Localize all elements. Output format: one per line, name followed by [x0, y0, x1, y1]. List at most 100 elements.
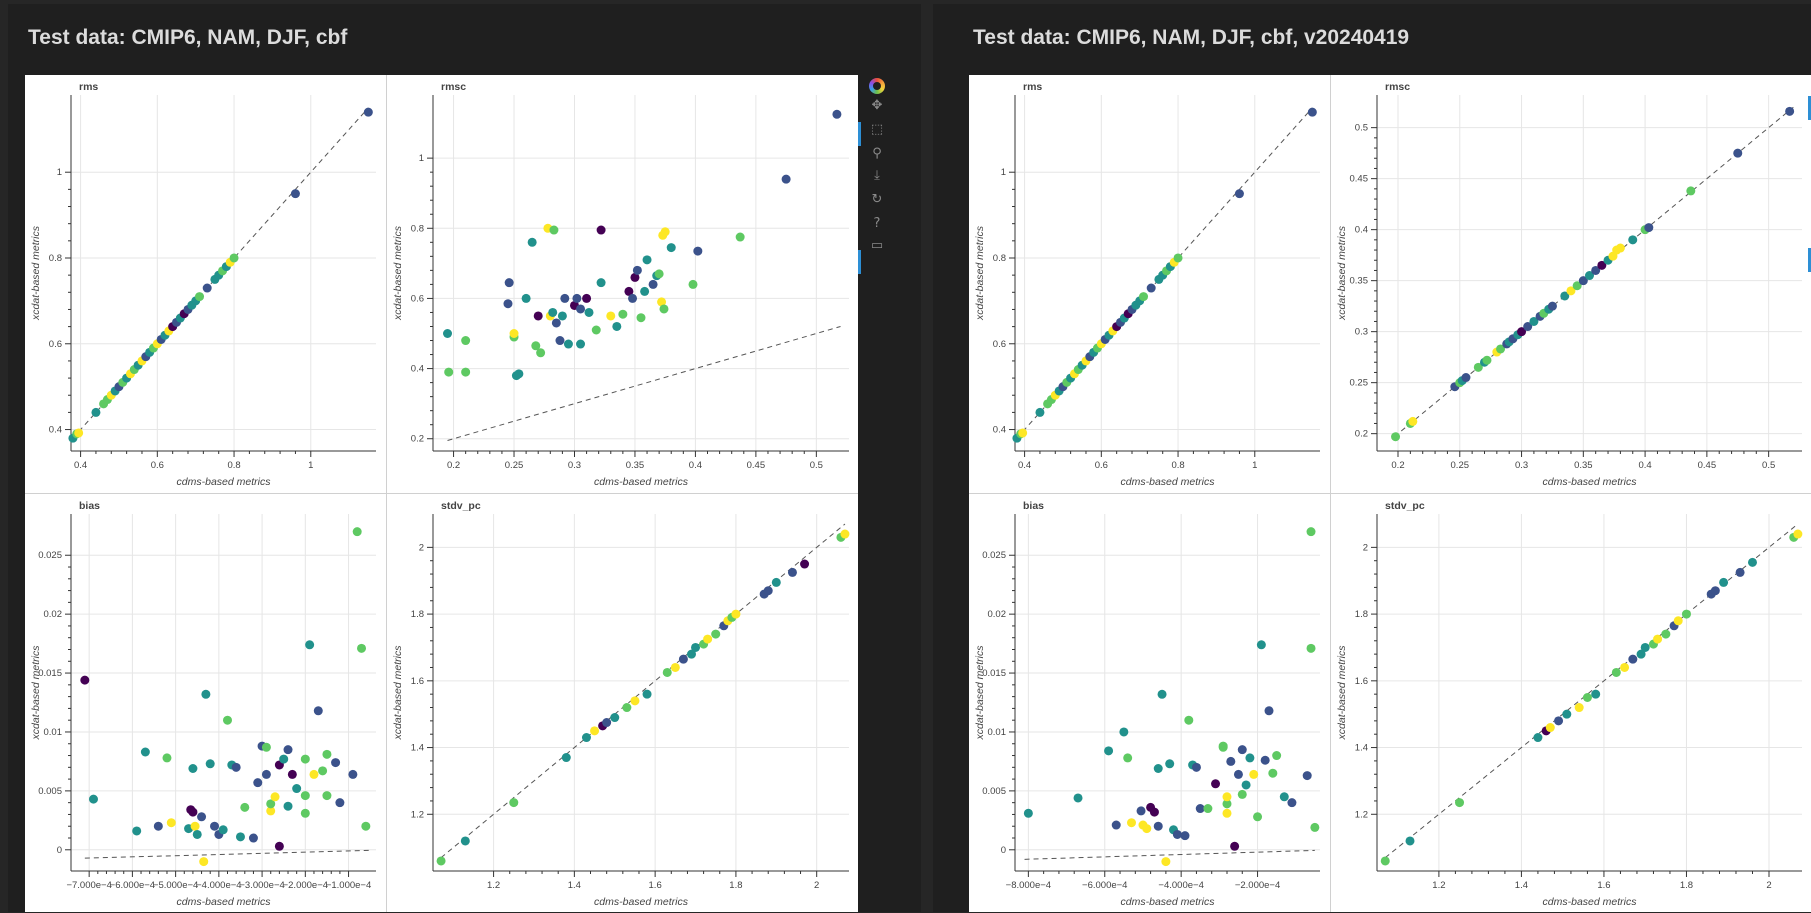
scatter-point[interactable] — [686, 649, 696, 659]
right-bias-plot[interactable]: bias −8.000e−4 −6.000e−4 −4.000e−4 −2.000e−4… — [969, 493, 1330, 912]
scatter-point[interactable] — [1023, 808, 1033, 818]
scatter-point[interactable] — [1673, 616, 1683, 626]
scatter-point[interactable] — [1149, 807, 1159, 817]
scatter-point[interactable] — [1245, 753, 1255, 763]
scatter-point[interactable] — [444, 367, 454, 377]
scatter-point[interactable] — [1139, 292, 1149, 302]
scatter-point[interactable] — [1591, 265, 1601, 275]
left-rmsc-plot[interactable]: rmsc 0.2 0.25 0.3 0.35 0.4 0.45 0.5 0.2 0.4 0.6 0.8… — [386, 75, 858, 493]
scatter-point[interactable] — [261, 769, 271, 779]
scatter-point[interactable] — [188, 807, 198, 817]
scatter-point[interactable] — [1222, 799, 1232, 809]
scatter-point[interactable] — [509, 798, 519, 808]
scatter-point[interactable] — [361, 821, 371, 831]
scatter-point[interactable] — [560, 293, 570, 303]
scatter-point[interactable] — [1306, 527, 1316, 537]
right-stdv-pc-plot[interactable]: stdv_pc 1.2 1.4 1.6 1.8 2 1.2 1.4 1.6 1.8 2 cdms-ba… — [1330, 493, 1811, 912]
scatter-point[interactable] — [1473, 362, 1483, 372]
scatter-point[interactable] — [572, 293, 582, 303]
scatter-point[interactable] — [1260, 755, 1270, 765]
scatter-point[interactable] — [88, 794, 98, 804]
scatter-point[interactable] — [1165, 759, 1175, 769]
scatter-point[interactable] — [1636, 649, 1646, 659]
scatter-point[interactable] — [1661, 629, 1671, 639]
scatter-point[interactable] — [1496, 344, 1506, 354]
scatter-point[interactable] — [1230, 841, 1240, 851]
save-tool-icon[interactable]: ⤓ — [874, 168, 880, 183]
scatter-point[interactable] — [74, 428, 84, 438]
scatter-point[interactable] — [654, 269, 664, 279]
scatter-point[interactable] — [188, 763, 198, 773]
scatter-point[interactable] — [283, 745, 293, 755]
scatter-point[interactable] — [1482, 355, 1492, 365]
scatter-point[interactable] — [1719, 577, 1729, 587]
scatter-point[interactable] — [290, 189, 300, 199]
scatter-point[interactable] — [1222, 808, 1232, 818]
scatter-point[interactable] — [548, 307, 558, 317]
scatter-point[interactable] — [640, 286, 650, 296]
scatter-point[interactable] — [691, 642, 701, 652]
scatter-point[interactable] — [1195, 804, 1205, 814]
scatter-point[interactable] — [335, 798, 345, 808]
bokeh-logo-icon[interactable] — [869, 78, 885, 94]
scatter-point[interactable] — [660, 227, 670, 237]
scatter-point[interactable] — [1640, 642, 1650, 652]
scatter-point[interactable] — [1272, 751, 1282, 761]
scatter-point[interactable] — [1591, 689, 1601, 699]
left-rms-plot[interactable]: rms 0.4 0.6 0.8 1 0.4 0.6 0.8 1 cdms-based metric… — [25, 75, 386, 493]
scatter-point[interactable] — [162, 753, 172, 763]
scatter-point[interactable] — [1253, 812, 1263, 822]
box-zoom-tool-icon[interactable]: ⬚ — [870, 122, 884, 137]
scatter-point[interactable] — [1391, 432, 1401, 442]
scatter-point[interactable] — [1560, 291, 1570, 301]
scatter-point[interactable] — [527, 237, 537, 247]
right-rmsc-plot[interactable]: rmsc 0.2 0.25 0.3 0.35 0.4 0.45 0.5 0.2 0.25 0.3 0.… — [1330, 75, 1811, 493]
scatter-point[interactable] — [622, 703, 632, 713]
scatter-point[interactable] — [659, 304, 669, 314]
scatter-point[interactable] — [551, 318, 561, 328]
scatter-point[interactable] — [1681, 609, 1691, 619]
hover-tool-icon[interactable]: ▭ — [870, 238, 884, 253]
scatter-point[interactable] — [1554, 716, 1564, 726]
scatter-point[interactable] — [678, 654, 688, 664]
scatter-point[interactable] — [581, 733, 591, 743]
scatter-point[interactable] — [1287, 798, 1297, 808]
scatter-point[interactable] — [363, 107, 373, 117]
scatter-point[interactable] — [624, 286, 634, 296]
scatter-point[interactable] — [703, 634, 713, 644]
scatter-point[interactable] — [662, 667, 672, 677]
scatter-point[interactable] — [461, 367, 471, 377]
scatter-point[interactable] — [711, 629, 721, 639]
scatter-point[interactable] — [630, 696, 640, 706]
scatter-point[interactable] — [153, 821, 163, 831]
scatter-point[interactable] — [279, 754, 289, 764]
left-stdv-pc-plot[interactable]: stdv_pc 1.2 1.4 1.6 1.8 2 1.2 1.4 1.6 1.8 2 cdms-ba… — [386, 493, 858, 912]
scatter-point[interactable] — [1733, 148, 1743, 158]
scatter-point[interactable] — [1628, 654, 1638, 664]
scatter-point[interactable] — [1249, 769, 1259, 779]
scatter-point[interactable] — [309, 769, 319, 779]
scatter-point[interactable] — [266, 806, 276, 816]
scatter-point[interactable] — [348, 769, 358, 779]
scatter-point[interactable] — [688, 279, 698, 289]
scatter-point[interactable] — [322, 749, 332, 759]
scatter-point[interactable] — [1461, 373, 1471, 383]
scatter-point[interactable] — [300, 754, 310, 764]
scatter-point[interactable] — [318, 766, 328, 776]
scatter-point[interactable] — [192, 829, 202, 839]
scatter-point[interactable] — [240, 802, 250, 812]
scatter-point[interactable] — [231, 762, 241, 772]
scatter-point[interactable] — [602, 718, 612, 728]
scatter-point[interactable] — [1566, 286, 1576, 296]
scatter-point[interactable] — [1455, 798, 1465, 808]
scatter-point[interactable] — [781, 174, 791, 184]
scatter-point[interactable] — [199, 857, 209, 867]
scatter-point[interactable] — [628, 293, 638, 303]
scatter-point[interactable] — [91, 407, 101, 417]
scatter-point[interactable] — [832, 109, 842, 119]
scatter-point[interactable] — [460, 836, 470, 846]
scatter-point[interactable] — [1545, 723, 1555, 733]
scatter-point[interactable] — [229, 253, 239, 263]
scatter-point[interactable] — [1517, 327, 1527, 337]
scatter-point[interactable] — [630, 272, 640, 282]
